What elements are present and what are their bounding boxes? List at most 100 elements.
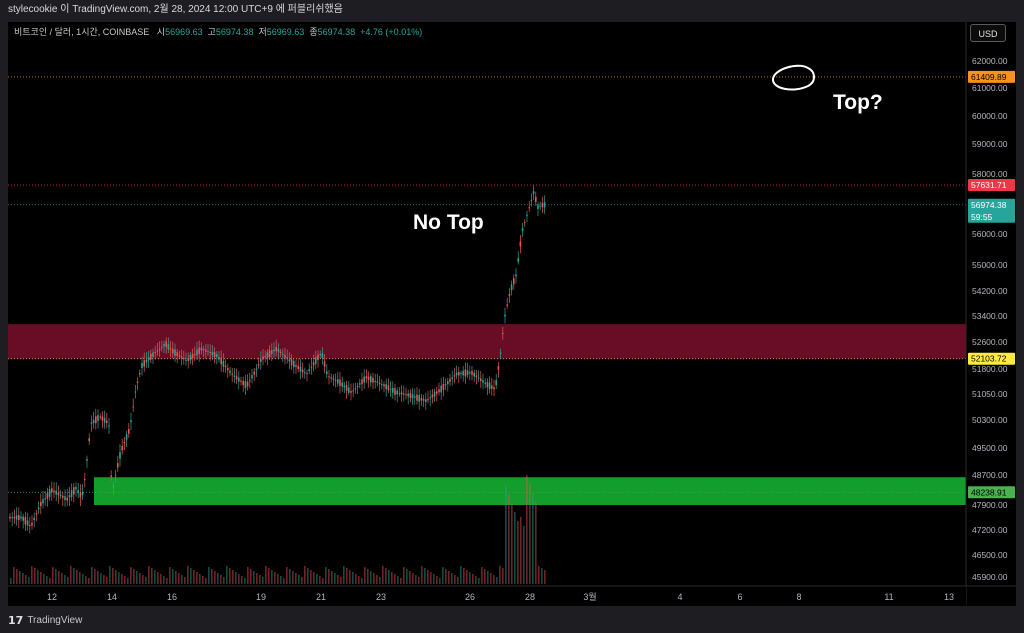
candle-body [431,394,434,398]
candle-body [99,416,101,418]
candle-body [506,304,508,306]
candle-body [330,377,332,379]
volume-bar [538,566,540,584]
candle-body [367,376,370,380]
symbol-name: 비트코인 / 달러, 1시간, COINBASE [14,27,150,37]
volume-bar [268,568,270,584]
candle-body [158,348,161,350]
candle-body [282,353,284,355]
candle-body [418,395,420,402]
chart-area[interactable]: 62000.00 61000.00 60000.00 59000.00 58000.00… [8,22,1016,606]
candle-body [227,368,229,371]
candle-body [288,359,291,362]
candle-body [130,420,132,423]
candle-body [174,349,176,356]
volume-bar [376,575,378,584]
candle-body [53,490,55,492]
volume-bar [355,574,357,584]
volume-bar [217,573,219,584]
candle-body [40,501,42,507]
candle-body [235,376,238,380]
candle-body [323,361,326,367]
x-tick-label: 26 [465,592,475,602]
volume-bar [442,567,444,584]
volume-bar [52,567,54,584]
candle-body [396,390,398,395]
candle-body [365,376,368,379]
y-tick-label: 46500.00 [972,550,1008,560]
tradingview-logo-icon: 17 [8,614,24,627]
candle-body [29,525,31,527]
volume-bar [502,568,504,584]
volume-bar [478,578,480,584]
x-tick-label: 6 [737,592,742,602]
volume-bar [241,576,243,584]
candle-body [154,352,156,354]
candle-body [499,352,502,354]
volume-bar [475,576,477,584]
candle-body [233,375,236,377]
volume-bar [292,571,294,584]
volume-bar [406,569,408,584]
volume-bar [385,568,387,584]
volume-bar [424,568,426,584]
volume-bar [520,517,522,584]
candle-body [121,445,123,451]
annotation-top-question: Top? [833,91,883,114]
tradingview-logo[interactable]: 17 TradingView [8,614,82,627]
candle-body [317,354,319,361]
volume-bar [133,569,135,584]
volume-bar [109,566,111,584]
y-tick-label: 59000.00 [972,139,1008,149]
volume-bar [157,572,159,584]
candle-body [326,371,328,375]
volume-bar [460,566,462,584]
volume-bar [211,569,213,584]
candle-body [519,241,522,247]
volume-bar [139,573,141,584]
candle-body [328,376,330,378]
candle-body [194,353,196,355]
candle-body [319,354,321,356]
volume-bar [340,577,342,584]
volume-bar [427,570,429,584]
candle-body [475,375,478,378]
volume-bar [94,569,96,584]
candle-body [310,366,313,368]
candle-body [389,388,392,390]
volume-bar [514,512,516,584]
candle-body [444,384,447,386]
price-chart[interactable]: 62000.00 61000.00 60000.00 59000.00 58000.00… [8,22,1016,606]
volume-bar [451,573,453,584]
candle-body [394,388,396,395]
volume-bar [289,569,291,584]
volume-bar [415,575,417,584]
volume-bar [154,570,156,584]
currency-button[interactable]: USD [970,24,1006,42]
circle-drawing [772,64,815,91]
volume-bar [310,570,312,584]
x-tick-label: 3월 [583,591,596,602]
volume-bar [187,566,189,584]
candle-body [191,353,194,359]
candle-body [495,380,497,386]
volume-bar [448,571,450,584]
candle-body [163,344,165,347]
volume-bar [58,571,60,584]
price-tag-bg [968,352,1015,365]
volume-bar [82,574,84,584]
volume-bar [25,575,27,584]
candle-body [200,347,203,351]
volume-bar [328,569,330,584]
volume-bar [253,571,255,584]
candle-body [372,377,374,383]
candle-body [392,387,394,393]
tradingview-brand: TradingView [27,615,83,626]
volume-bar [76,570,78,584]
volume-bar [163,576,165,584]
candle-body [341,382,343,387]
volume-bar [316,574,318,584]
volume-bar [19,571,21,584]
volume-bar [418,577,420,584]
candle-body [528,207,530,209]
